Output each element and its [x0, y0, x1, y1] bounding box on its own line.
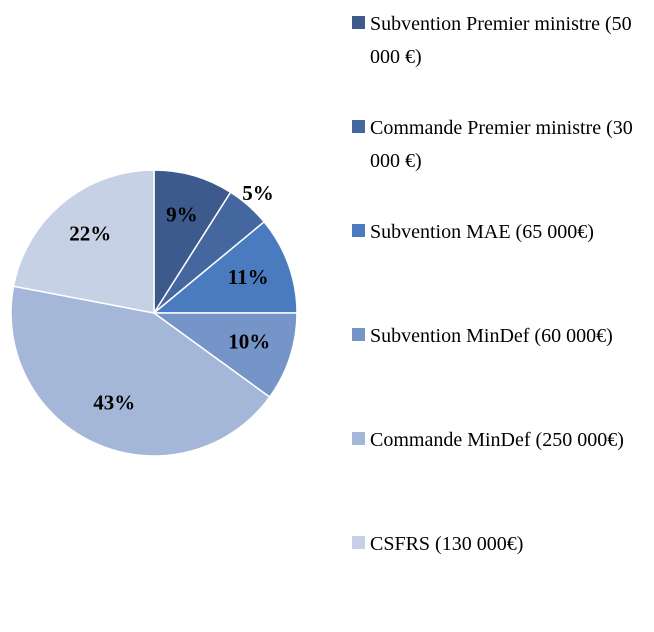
legend-label: Commande MinDef (250 000€) [370, 429, 624, 451]
data-label: 11% [228, 265, 269, 289]
legend-swatch [352, 16, 365, 29]
data-label: 9% [166, 203, 198, 227]
pie-area: 9% 5% 11% 10% 43% 22% [10, 169, 298, 457]
legend-swatch [352, 432, 365, 445]
data-label: 10% [228, 330, 270, 354]
data-label: 43% [93, 391, 135, 415]
legend-item: Subvention MinDef (60 000€) [352, 320, 642, 424]
legend-swatch [352, 536, 365, 549]
legend-item: Subvention MAE (65 000€) [352, 216, 642, 320]
legend-label: Subvention MAE (65 000€) [370, 221, 594, 243]
legend-label: Commande Premier ministre (30 000 €) [370, 117, 633, 172]
pie-slice [153, 169, 232, 316]
data-label: 22% [69, 222, 111, 246]
pie-slice [10, 285, 271, 457]
legend-label: Subvention Premier ministre (50 000 €) [370, 13, 632, 68]
data-label: 5% [242, 181, 274, 205]
pie-slice [151, 220, 298, 314]
legend-swatch [352, 224, 365, 237]
legend-item: Subvention Premier ministre (50 000 €) [352, 8, 642, 112]
pie-slice [151, 312, 298, 399]
legend-item: Commande Premier ministre (30 000 €) [352, 112, 642, 216]
legend-swatch [352, 328, 365, 341]
legend-label: Subvention MinDef (60 000€) [370, 325, 613, 347]
chart: 9% 5% 11% 10% 43% 22% Subvention Premier mini… [10, 13, 633, 555]
legend-item: CSFRS (130 000€) [352, 528, 642, 632]
pie-slice [12, 169, 155, 314]
legend-swatch [352, 120, 365, 133]
legend-item: Commande MinDef (250 000€) [352, 424, 642, 528]
legend: Subvention Premier ministre (50 000 €) Co… [352, 8, 642, 632]
